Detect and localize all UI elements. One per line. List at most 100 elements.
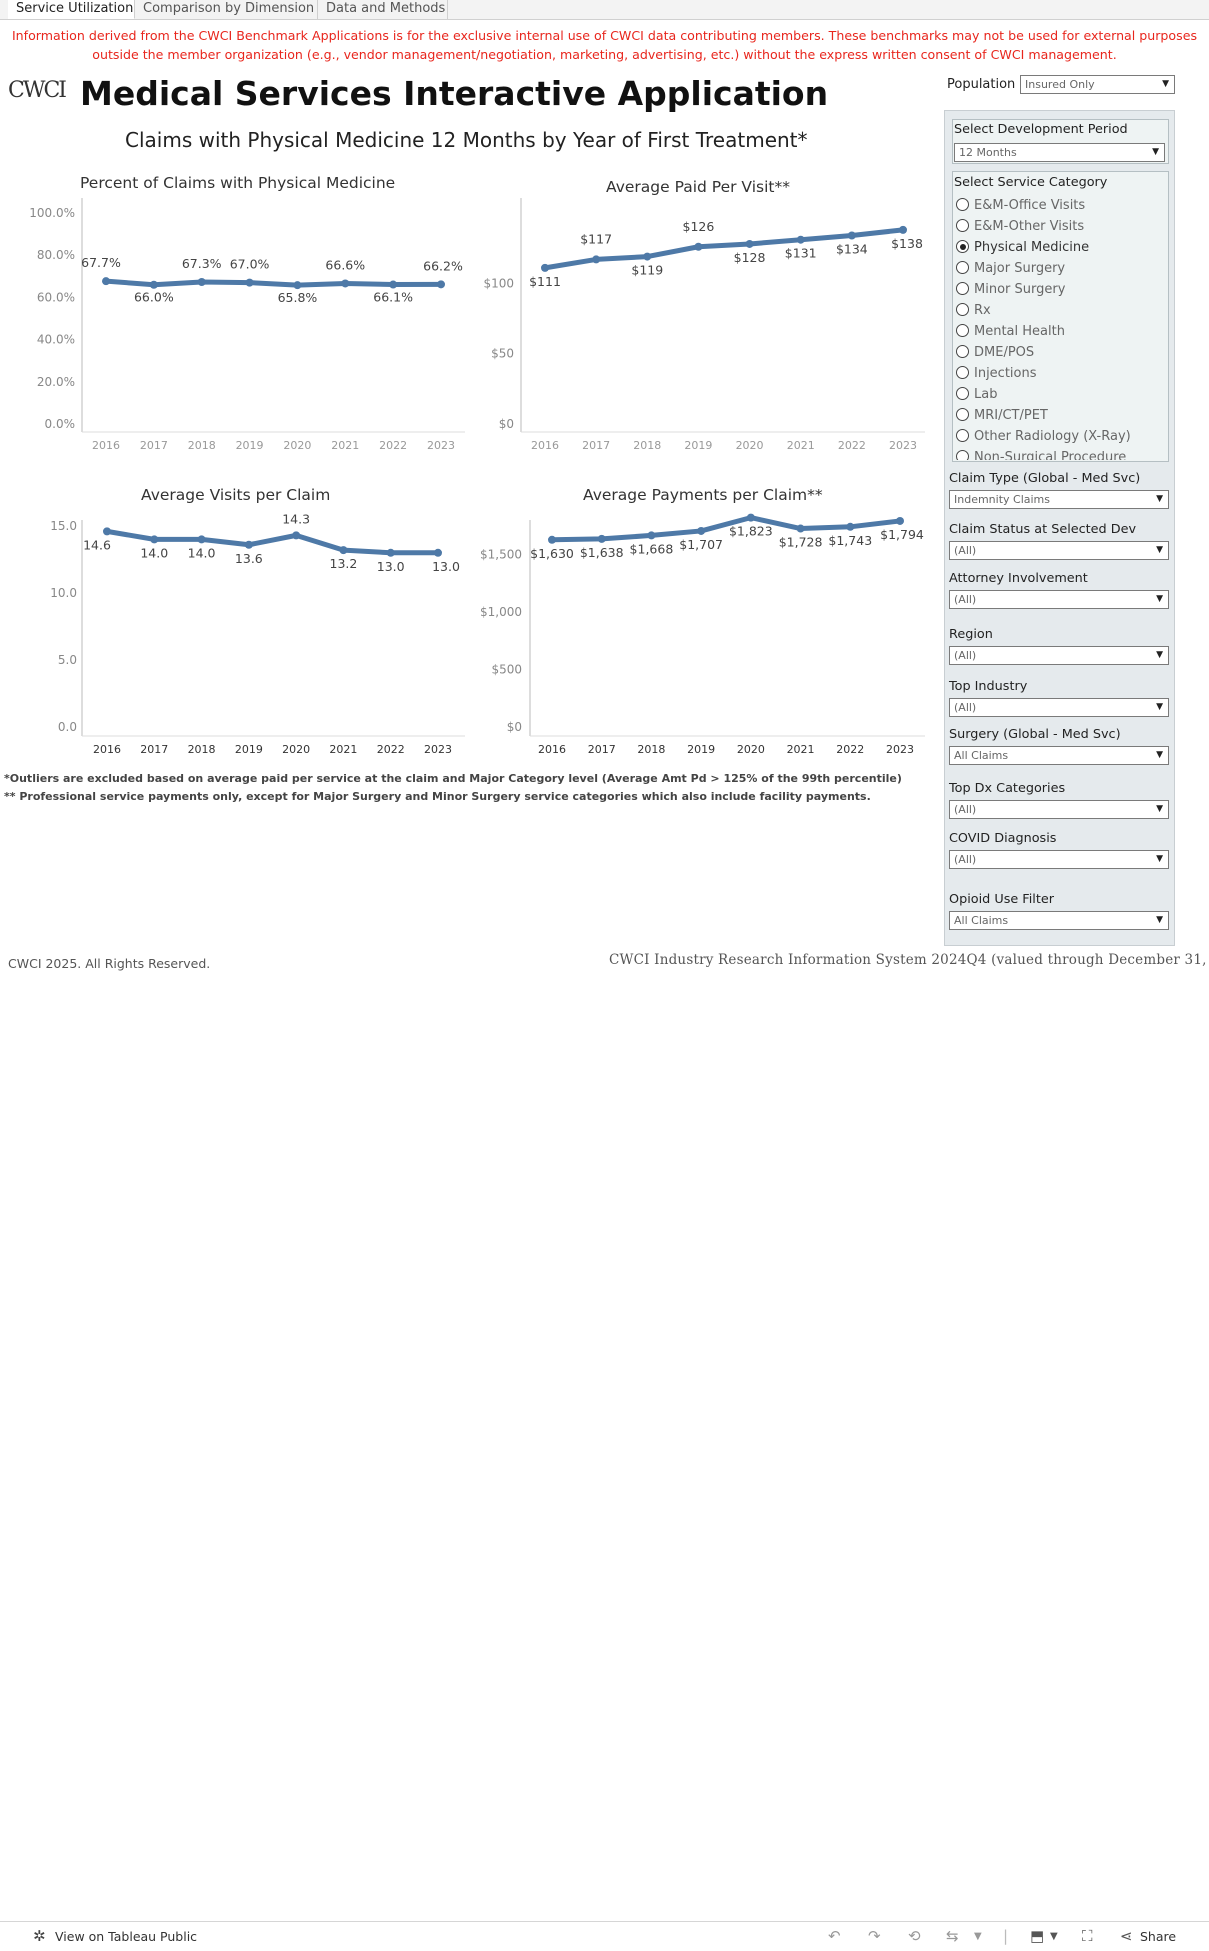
region-value: (All) xyxy=(954,649,977,662)
opioid-select[interactable]: All Claims ▼ xyxy=(949,911,1169,930)
x-tick-label: 2023 xyxy=(424,743,452,756)
dev-period-select[interactable]: 12 Months ▼ xyxy=(954,143,1165,162)
data-point[interactable] xyxy=(548,535,556,544)
usage-notice: Information derived from the CWCI Benchm… xyxy=(0,26,1209,64)
service-category-option[interactable]: Minor Surgery xyxy=(956,282,1065,300)
fullscreen-icon[interactable]: ⛶ xyxy=(1082,1927,1093,1945)
service-category-option[interactable]: DME/POS xyxy=(956,345,1034,363)
service-category-option[interactable]: E&M-Office Visits xyxy=(956,198,1085,216)
undo-icon[interactable]: ↶ xyxy=(828,1927,841,1945)
data-point[interactable] xyxy=(846,522,855,531)
data-point[interactable] xyxy=(796,524,805,533)
top-dx-select[interactable]: (All) ▼ xyxy=(949,800,1169,819)
surgery-select[interactable]: All Claims ▼ xyxy=(949,746,1169,765)
refresh-icon[interactable]: ⇆ xyxy=(946,1927,959,1945)
data-point[interactable] xyxy=(150,535,159,544)
data-label: 66.0% xyxy=(134,290,174,305)
footnote-professional: ** Professional service payments only, e… xyxy=(4,790,871,803)
tab-bar: Service Utilization Comparison by Dimens… xyxy=(0,0,1209,20)
data-point[interactable] xyxy=(745,239,754,248)
data-point[interactable] xyxy=(847,231,856,240)
divider-icon: | xyxy=(1003,1927,1009,1945)
data-point[interactable] xyxy=(197,535,206,544)
attorney-value: (All) xyxy=(954,593,977,606)
data-point[interactable] xyxy=(896,516,904,525)
claim-status-value: (All) xyxy=(954,544,977,557)
data-point[interactable] xyxy=(694,242,703,251)
covid-select[interactable]: (All) ▼ xyxy=(949,850,1169,869)
data-label: 67.7% xyxy=(81,255,121,270)
tab-data-and-methods[interactable]: Data and Methods xyxy=(318,0,448,19)
chevron-down-icon[interactable]: ▼ xyxy=(1050,1931,1058,1942)
data-point[interactable] xyxy=(592,255,601,264)
data-point[interactable] xyxy=(899,225,907,234)
data-point[interactable] xyxy=(341,279,350,288)
data-point[interactable] xyxy=(197,277,206,286)
chevron-down-icon[interactable]: ▼ xyxy=(974,1931,982,1942)
data-point[interactable] xyxy=(245,278,254,287)
opioid-value: All Claims xyxy=(954,914,1009,927)
share-icon[interactable]: ⋖ xyxy=(1120,1927,1133,1945)
data-point[interactable] xyxy=(103,527,111,536)
redo-icon[interactable]: ↷ xyxy=(868,1927,881,1945)
data-point[interactable] xyxy=(389,280,398,289)
service-category-option[interactable]: Rx xyxy=(956,303,991,321)
data-point[interactable] xyxy=(746,513,755,522)
x-tick-label: 2023 xyxy=(886,743,914,756)
service-category-option[interactable]: Mental Health xyxy=(956,324,1065,342)
chevron-down-icon: ▼ xyxy=(1156,650,1163,660)
service-category-option[interactable]: Lab xyxy=(956,387,997,405)
x-tick-label: 2020 xyxy=(282,743,310,756)
data-point[interactable] xyxy=(149,280,158,289)
service-category-option[interactable]: Non-Surgical Procedure xyxy=(956,450,1126,460)
dev-period-label: Select Development Period xyxy=(954,122,1128,137)
top-dx-label: Top Dx Categories xyxy=(949,781,1066,796)
x-tick-label: 2019 xyxy=(235,743,263,756)
service-category-option[interactable]: E&M-Other Visits xyxy=(956,219,1084,237)
share-button[interactable]: Share xyxy=(1140,1929,1177,1944)
data-point[interactable] xyxy=(244,540,253,549)
service-category-option[interactable]: Other Radiology (X-Ray) xyxy=(956,429,1131,447)
claim-status-select[interactable]: (All) ▼ xyxy=(949,541,1169,560)
service-category-option[interactable]: Physical Medicine xyxy=(956,240,1089,258)
charts-canvas: 0.0% 20.0% 40.0% 60.0% 80.0% 100.0% 2016 2017 20… xyxy=(29,198,925,756)
data-point[interactable] xyxy=(434,548,442,557)
data-point[interactable] xyxy=(339,546,348,555)
population-select[interactable]: Insured Only ▼ xyxy=(1020,75,1175,94)
x-tick-label: 2020 xyxy=(283,439,311,452)
data-point[interactable] xyxy=(541,263,549,272)
radio-unchecked-icon xyxy=(956,387,969,400)
claim-type-select[interactable]: Indemnity Claims ▼ xyxy=(949,490,1169,509)
data-point[interactable] xyxy=(292,531,301,540)
data-label: 13.2 xyxy=(330,556,358,571)
top-industry-select[interactable]: (All) ▼ xyxy=(949,698,1169,717)
service-category-option[interactable]: Major Surgery xyxy=(956,261,1065,279)
data-point[interactable] xyxy=(597,534,606,543)
tableau-toolbar: ✲ View on Tableau Public ↶ ↷ ⟲ ⇆ ▼ | ⬒ ▼… xyxy=(0,1921,1209,1951)
data-point[interactable] xyxy=(102,277,110,286)
region-select[interactable]: (All) ▼ xyxy=(949,646,1169,665)
service-category-option-label: Non-Surgical Procedure xyxy=(974,450,1127,460)
view-on-tableau-link[interactable]: View on Tableau Public xyxy=(55,1929,198,1944)
data-point[interactable] xyxy=(697,526,706,535)
top-dx-value: (All) xyxy=(954,803,977,816)
attorney-select[interactable]: (All) ▼ xyxy=(949,590,1169,609)
chevron-down-icon: ▼ xyxy=(1152,147,1159,157)
download-icon[interactable]: ⬒ xyxy=(1030,1927,1045,1945)
data-point[interactable] xyxy=(643,252,652,261)
x-tick-label: 2016 xyxy=(531,439,559,452)
data-label: 14.6 xyxy=(83,537,111,552)
chevron-down-icon: ▼ xyxy=(1156,750,1163,760)
tab-comparison-by-dimension[interactable]: Comparison by Dimension xyxy=(135,0,318,19)
radio-unchecked-icon xyxy=(956,282,969,295)
data-point[interactable] xyxy=(293,281,302,290)
service-category-option[interactable]: Injections xyxy=(956,366,1037,384)
data-point[interactable] xyxy=(437,280,445,289)
y-tick-label: 5.0 xyxy=(58,653,77,667)
data-point[interactable] xyxy=(386,548,395,557)
data-point[interactable] xyxy=(647,531,656,540)
tab-service-utilization[interactable]: Service Utilization xyxy=(8,0,135,19)
data-point[interactable] xyxy=(796,235,805,244)
revert-icon[interactable]: ⟲ xyxy=(908,1927,921,1945)
service-category-option[interactable]: MRI/CT/PET xyxy=(956,408,1048,426)
